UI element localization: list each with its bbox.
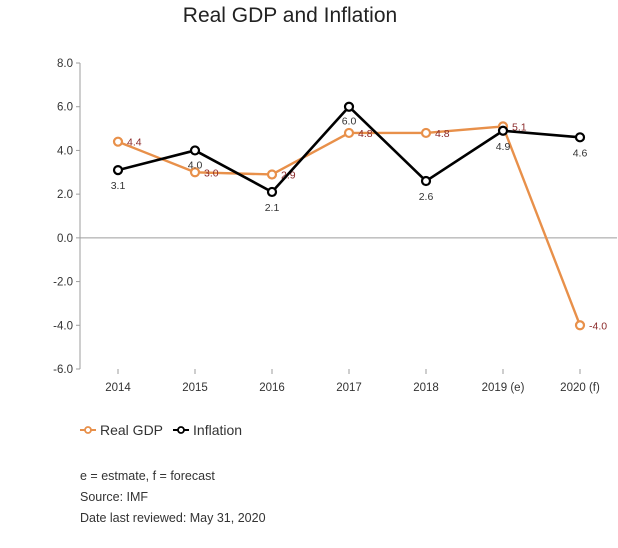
data-point-real-gdp bbox=[266, 169, 278, 180]
data-point-inflation bbox=[343, 101, 355, 112]
y-tick-label: -4.0 bbox=[53, 320, 73, 332]
data-label-real-gdp: 5.1 bbox=[512, 121, 527, 133]
note-source: Source: IMF bbox=[80, 490, 149, 504]
legend-label-inflation: Inflation bbox=[193, 422, 243, 438]
y-tick-label: 4.0 bbox=[57, 145, 73, 157]
x-tick-label: 2018 bbox=[413, 382, 439, 394]
data-point-inflation bbox=[420, 175, 432, 187]
y-tick-label: 6.0 bbox=[57, 102, 73, 114]
data-point-inflation bbox=[497, 125, 509, 136]
data-label-inflation: 3.1 bbox=[111, 180, 126, 192]
data-point-real-gdp bbox=[343, 127, 355, 139]
chart-notes: e = estmate, f = forecast Source: IMF Da… bbox=[80, 466, 266, 529]
y-tick-label: 2.0 bbox=[57, 189, 73, 201]
y-tick-label: 0.0 bbox=[57, 233, 73, 245]
data-label-real-gdp: 4.8 bbox=[358, 128, 373, 140]
legend-swatch-real-gdp bbox=[80, 426, 96, 434]
chart-title: Real GDP and Inflation bbox=[182, 4, 398, 27]
data-point-real-gdp bbox=[420, 127, 432, 139]
data-point-inflation bbox=[189, 145, 201, 156]
legend-label-real-gdp: Real GDP bbox=[100, 422, 164, 438]
data-label-inflation: 6.0 bbox=[342, 116, 357, 128]
line-chart: 8.0 6.0 4.0 2.0 0.0 -2.0 -4.0 -6.0 2014 2015 2016 2… bbox=[53, 58, 617, 394]
note-date-reviewed: Date last reviewed: May 31, 2020 bbox=[80, 511, 266, 525]
chart-legend: Real GDP Inflation bbox=[80, 422, 252, 438]
data-point-real-gdp bbox=[574, 320, 586, 331]
legend-item-inflation[interactable]: Inflation bbox=[173, 422, 242, 438]
data-label-inflation: 2.1 bbox=[265, 202, 280, 214]
data-label-real-gdp: 4.8 bbox=[435, 128, 450, 140]
data-point-real-gdp bbox=[112, 136, 124, 147]
data-label-real-gdp: 4.4 bbox=[127, 137, 142, 149]
data-label-inflation: 4.6 bbox=[573, 147, 588, 159]
data-point-inflation bbox=[112, 165, 124, 176]
legend-item-real-gdp[interactable]: Real GDP bbox=[80, 422, 163, 438]
data-label-inflation: 4.0 bbox=[188, 159, 203, 171]
chart-series: 4.43.0 2.94.8 4.85.1-4.03.14.02.16.02.64.9… bbox=[111, 101, 607, 332]
series-inflation: 3.1 4.0 2.1 6.0 2.6 4.9 4.6 bbox=[111, 101, 588, 214]
data-label-inflation: 4.9 bbox=[496, 141, 511, 153]
y-tick-label: -2.0 bbox=[53, 277, 73, 289]
y-tick-label: -6.0 bbox=[53, 364, 73, 376]
series-line-real-gdp bbox=[117, 125, 582, 326]
x-tick-label: 2014 bbox=[105, 382, 131, 394]
data-label-real-gdp: -4.0 bbox=[589, 320, 607, 332]
x-tick-label: 2015 bbox=[182, 382, 208, 394]
legend-swatch-inflation bbox=[173, 426, 190, 434]
x-tick-label: 2019 (e) bbox=[482, 382, 525, 394]
data-point-inflation bbox=[574, 132, 586, 143]
x-tick-label: 2016 bbox=[259, 382, 285, 394]
y-tick-label: 8.0 bbox=[57, 58, 73, 70]
data-label-inflation: 2.6 bbox=[419, 191, 434, 203]
x-tick-label: 2017 bbox=[336, 382, 362, 394]
data-point-real-gdp bbox=[189, 167, 201, 178]
data-point-inflation bbox=[266, 186, 278, 198]
x-tick-label: 2020 (f) bbox=[560, 382, 600, 394]
data-label-real-gdp: 3.0 bbox=[204, 167, 219, 179]
note-estimate-forecast: e = estmate, f = forecast bbox=[80, 469, 215, 483]
chart-axes: 8.0 6.0 4.0 2.0 0.0 -2.0 -4.0 -6.0 2014 2015 2016 2… bbox=[53, 58, 617, 394]
